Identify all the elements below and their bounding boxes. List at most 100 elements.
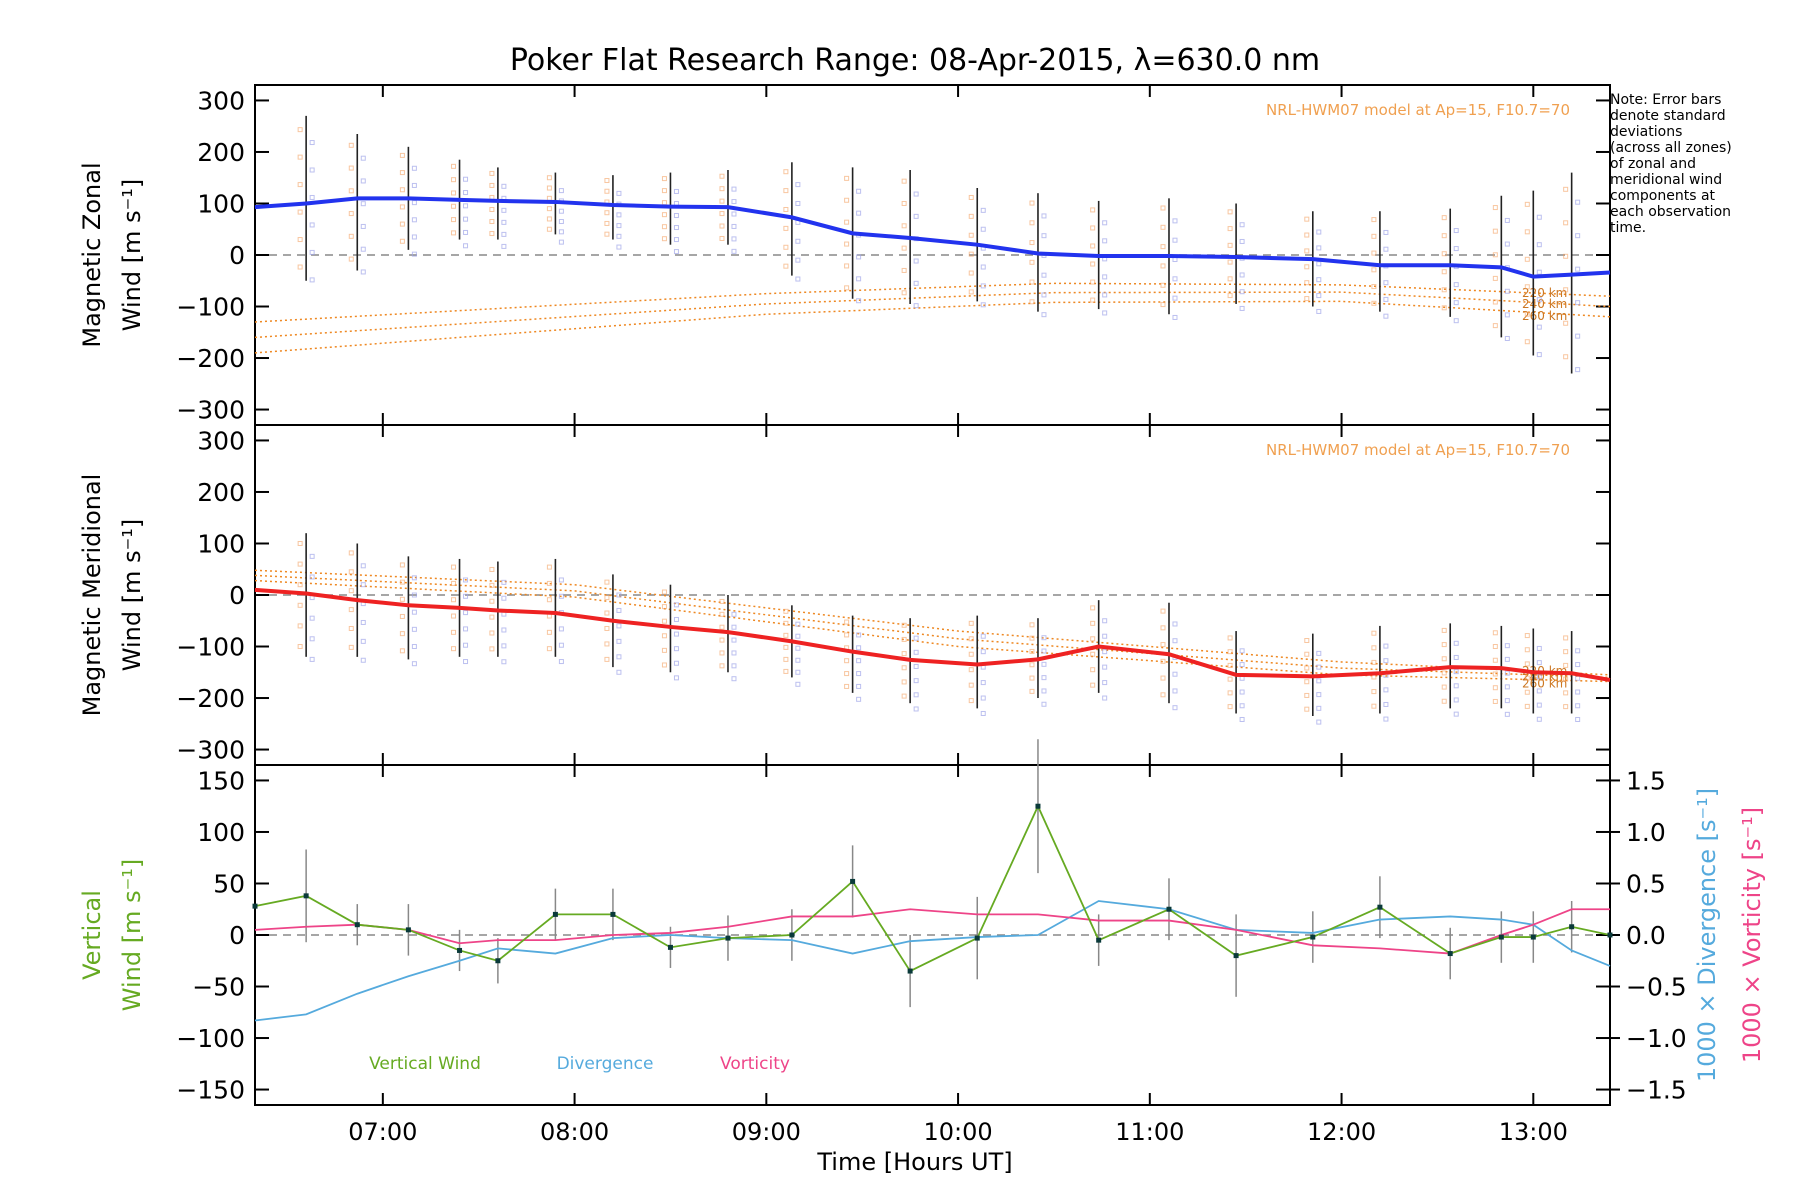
y-right-tick-label: 0.0 bbox=[1626, 921, 1666, 950]
scatter-point bbox=[360, 563, 366, 569]
scatter-point bbox=[1575, 367, 1581, 373]
scatter-point bbox=[1453, 282, 1459, 288]
scatter-point bbox=[501, 219, 507, 225]
scatter-point bbox=[1536, 297, 1542, 303]
scatter-point bbox=[546, 629, 552, 635]
vertical-wind-point bbox=[1498, 934, 1504, 940]
scatter-point bbox=[844, 671, 850, 677]
scatter-point bbox=[501, 183, 507, 189]
scatter-point bbox=[348, 625, 354, 631]
panel-vertical: 150 100 50 0 −50 −100 −150 07:00 08:00 09:00 10:00… bbox=[78, 739, 1766, 1146]
scatter-point bbox=[913, 706, 919, 712]
vertical-wind-point bbox=[1096, 937, 1102, 943]
scatter-point bbox=[297, 644, 303, 650]
scatter-point bbox=[719, 598, 725, 604]
scatter-point bbox=[1304, 692, 1310, 698]
scatter-point bbox=[1304, 638, 1310, 644]
scatter-point bbox=[297, 127, 303, 133]
scatter-point bbox=[411, 217, 417, 223]
scatter-point bbox=[451, 646, 457, 652]
scatter-point bbox=[913, 213, 919, 219]
scatter-point bbox=[1563, 649, 1569, 655]
scatter-point bbox=[1227, 635, 1233, 641]
scatter-point bbox=[558, 659, 564, 665]
scatter-point bbox=[795, 657, 801, 663]
scatter-point bbox=[1453, 228, 1459, 234]
scatter-point bbox=[673, 237, 679, 243]
scatter-point bbox=[309, 574, 315, 580]
scatter-point bbox=[1383, 687, 1389, 693]
scatter-point bbox=[348, 256, 354, 262]
scatter-point bbox=[1371, 284, 1377, 290]
vertical-wind-point bbox=[850, 878, 856, 884]
scatter-point bbox=[1102, 649, 1108, 655]
vertical-wind-point bbox=[789, 932, 795, 938]
x-tick-label: 09:00 bbox=[732, 1118, 801, 1146]
model-label: NRL-HWM07 model at Ap=15, F10.7=70 bbox=[1266, 101, 1570, 119]
scatter-point bbox=[1441, 642, 1447, 648]
scatter-point bbox=[719, 650, 725, 656]
model-curve bbox=[254, 300, 1611, 354]
scatter-point bbox=[661, 176, 667, 182]
scatter-point bbox=[783, 656, 789, 662]
scatter-point bbox=[1524, 703, 1530, 709]
scatter-point bbox=[616, 669, 622, 675]
scatter-point bbox=[411, 575, 417, 581]
scatter-point bbox=[795, 257, 801, 263]
y-axis-label: Wind [m s⁻¹] bbox=[118, 519, 146, 671]
vertical-wind-point bbox=[667, 944, 673, 950]
scatter-point bbox=[1090, 651, 1096, 657]
scatter-point bbox=[783, 225, 789, 231]
scatter-point bbox=[1524, 633, 1530, 639]
scatter-point bbox=[489, 566, 495, 572]
scatter-point bbox=[1029, 240, 1035, 246]
scatter-point bbox=[489, 646, 495, 652]
scatter-point bbox=[1304, 679, 1310, 685]
scatter-point bbox=[360, 657, 366, 663]
scatter-point bbox=[661, 236, 667, 242]
scatter-point bbox=[604, 210, 610, 216]
scatter-point bbox=[489, 231, 495, 237]
scatter-point bbox=[1041, 701, 1047, 707]
scatter-point bbox=[604, 188, 610, 194]
scatter-point bbox=[1524, 647, 1530, 653]
scatter-point bbox=[1536, 716, 1542, 722]
scatter-point bbox=[1383, 246, 1389, 252]
scatter-point bbox=[1029, 622, 1035, 628]
scatter-point bbox=[1575, 233, 1581, 239]
scatter-point bbox=[673, 631, 679, 637]
scatter-point bbox=[309, 222, 315, 228]
scatter-point bbox=[844, 197, 850, 203]
y-tick-label: −100 bbox=[176, 293, 245, 322]
scatter-point bbox=[1172, 671, 1178, 677]
scatter-point bbox=[1536, 352, 1542, 358]
scatter-point bbox=[297, 209, 303, 215]
scatter-point bbox=[1102, 220, 1108, 226]
y-right-tick-label: 1.0 bbox=[1626, 818, 1666, 847]
scatter-point bbox=[1160, 244, 1166, 250]
scatter-point bbox=[1536, 660, 1542, 666]
scatter-point bbox=[1504, 288, 1510, 294]
scatter-point bbox=[1383, 643, 1389, 649]
scatter-point bbox=[1441, 305, 1447, 311]
scatter-point bbox=[980, 695, 986, 701]
scatter-point bbox=[731, 223, 737, 229]
scatter-point bbox=[1239, 289, 1245, 295]
scatter-point bbox=[348, 607, 354, 613]
y-tick-label: 100 bbox=[197, 529, 245, 558]
scatter-point bbox=[1304, 665, 1310, 671]
scatter-point bbox=[980, 649, 986, 655]
note-line: meridional wind bbox=[1610, 172, 1722, 188]
scatter-point bbox=[1316, 277, 1322, 283]
scatter-point bbox=[901, 636, 907, 642]
scatter-point bbox=[309, 656, 315, 662]
scatter-point bbox=[844, 285, 850, 291]
scatter-point bbox=[913, 191, 919, 197]
scatter-point bbox=[489, 598, 495, 604]
scatter-point bbox=[1524, 229, 1530, 235]
scatter-point bbox=[616, 233, 622, 239]
y-right-tick-label: −1.0 bbox=[1626, 1024, 1687, 1053]
scatter-point bbox=[661, 200, 667, 206]
scatter-point bbox=[783, 188, 789, 194]
scatter-point bbox=[1453, 640, 1459, 646]
